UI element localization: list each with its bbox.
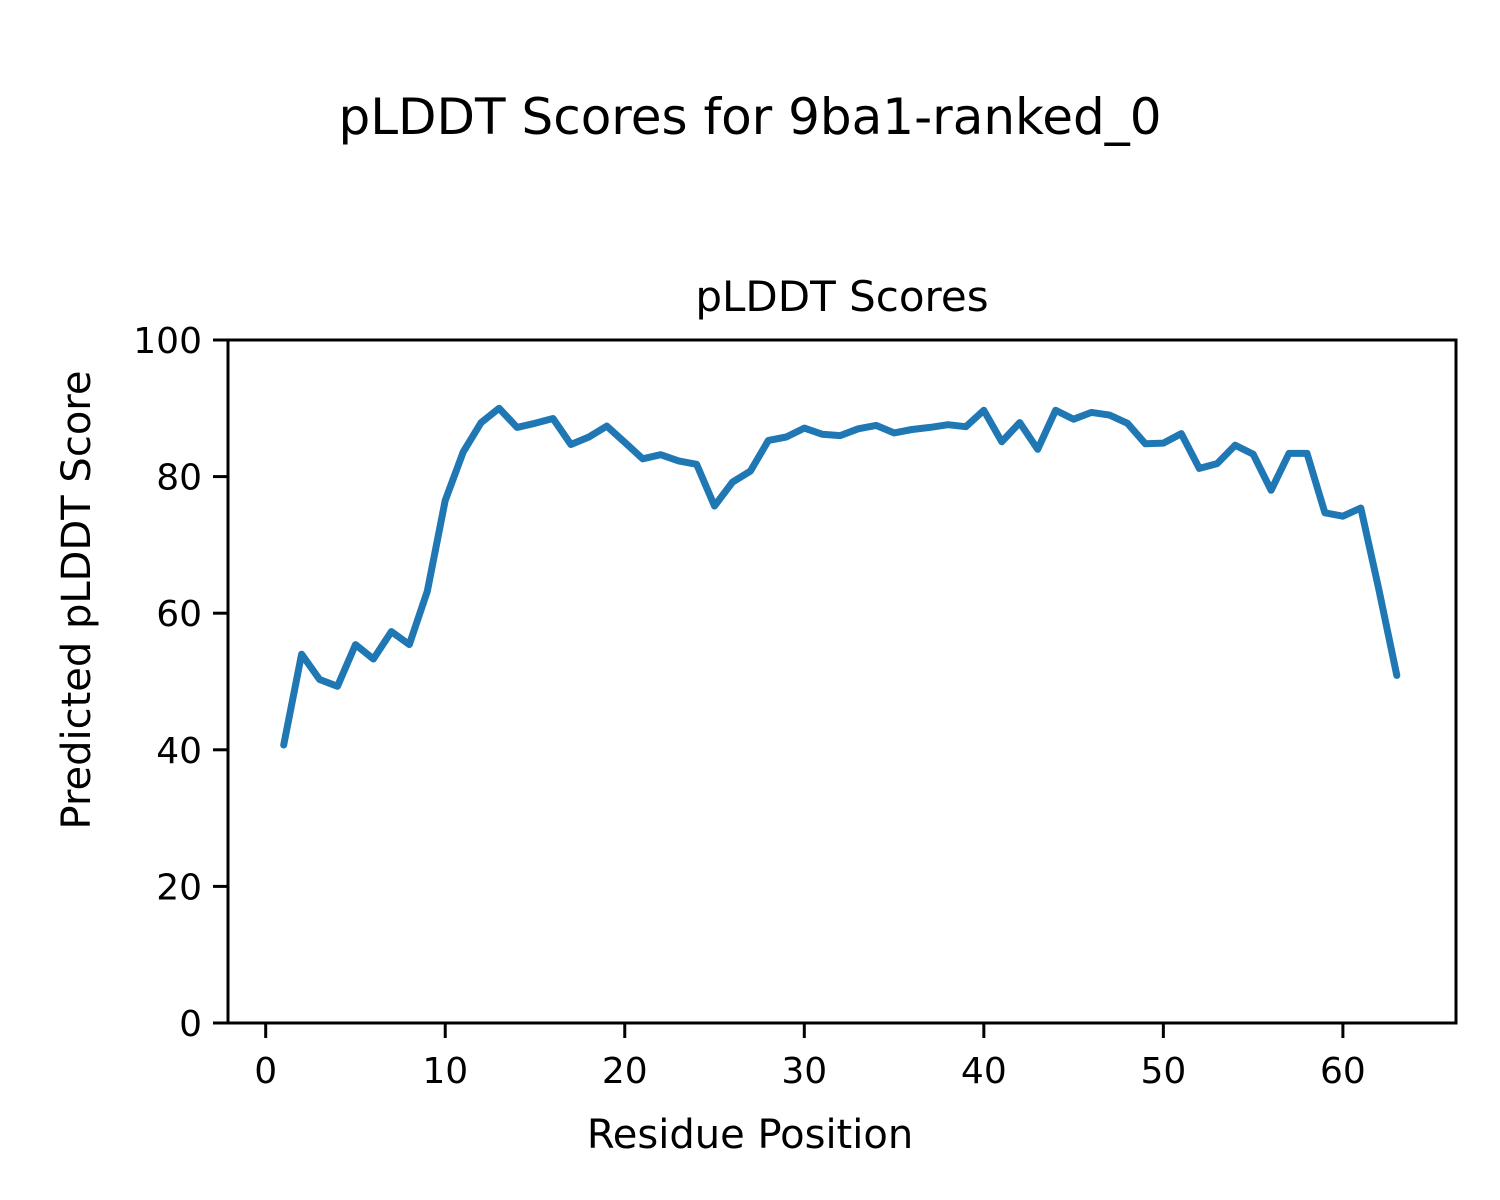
y-tick-label: 0 <box>179 1004 202 1045</box>
x-tick-label: 50 <box>1140 1051 1186 1092</box>
x-tick-label: 60 <box>1320 1051 1366 1092</box>
x-tick-label: 30 <box>781 1051 827 1092</box>
axes-frame <box>226 338 1458 1025</box>
y-tick-label: 60 <box>156 594 202 635</box>
x-axis-label: Residue Position <box>586 1112 914 1158</box>
x-tick-label: 40 <box>961 1051 1007 1092</box>
y-axis-label: Predicted pLDDT Score <box>54 370 100 830</box>
x-tick-label: 0 <box>254 1051 277 1092</box>
plddt-line <box>280 404 1401 749</box>
figure-title: pLDDT Scores for 9ba1-ranked_0 <box>338 88 1162 146</box>
y-tick-label: 100 <box>133 321 202 362</box>
x-tick-label: 20 <box>602 1051 648 1092</box>
y-tick-label: 40 <box>156 731 202 772</box>
axes-title: pLDDT Scores <box>695 272 989 321</box>
y-tick-label: 20 <box>156 867 202 908</box>
x-tick-label: 10 <box>422 1051 468 1092</box>
y-tick-label: 80 <box>156 458 202 499</box>
